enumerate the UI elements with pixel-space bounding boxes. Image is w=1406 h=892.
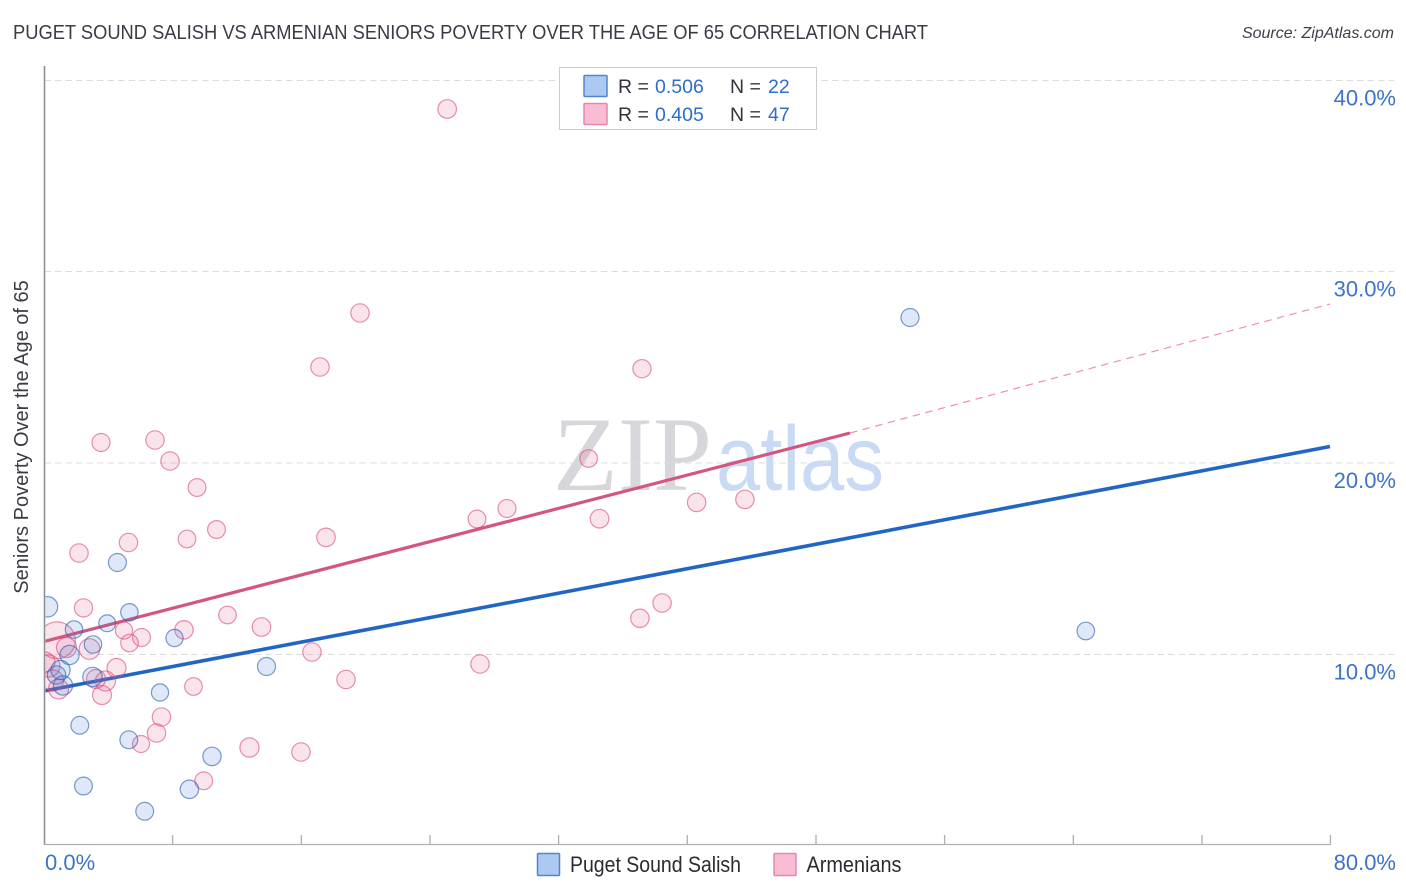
svg-text:30.0%: 30.0% xyxy=(1334,277,1396,302)
svg-text:80.0%: 80.0% xyxy=(1334,850,1396,875)
svg-text:ZIP: ZIP xyxy=(553,396,712,513)
svg-text:20.0%: 20.0% xyxy=(1334,468,1396,493)
svg-text:Seniors Poverty Over the Age o: Seniors Poverty Over the Age of 65 xyxy=(11,280,33,594)
svg-text:0.405: 0.405 xyxy=(655,104,704,126)
svg-text:R =: R = xyxy=(618,104,649,126)
svg-text:0.506: 0.506 xyxy=(655,76,704,98)
svg-text:Puget Sound Salish: Puget Sound Salish xyxy=(570,852,741,877)
svg-text:0.0%: 0.0% xyxy=(45,850,95,875)
svg-text:R =: R = xyxy=(618,76,649,98)
svg-text:22: 22 xyxy=(768,76,790,98)
svg-text:Armenians: Armenians xyxy=(807,852,902,877)
svg-text:N =: N = xyxy=(730,104,761,126)
svg-text:PUGET SOUND SALISH VS ARMENIAN: PUGET SOUND SALISH VS ARMENIAN SENIORS P… xyxy=(13,21,928,44)
svg-text:N =: N = xyxy=(730,76,761,98)
svg-text:47: 47 xyxy=(768,104,790,126)
svg-text:Source: ZipAtlas.com: Source: ZipAtlas.com xyxy=(1242,25,1394,42)
svg-text:40.0%: 40.0% xyxy=(1334,86,1396,111)
svg-text:10.0%: 10.0% xyxy=(1334,660,1396,685)
